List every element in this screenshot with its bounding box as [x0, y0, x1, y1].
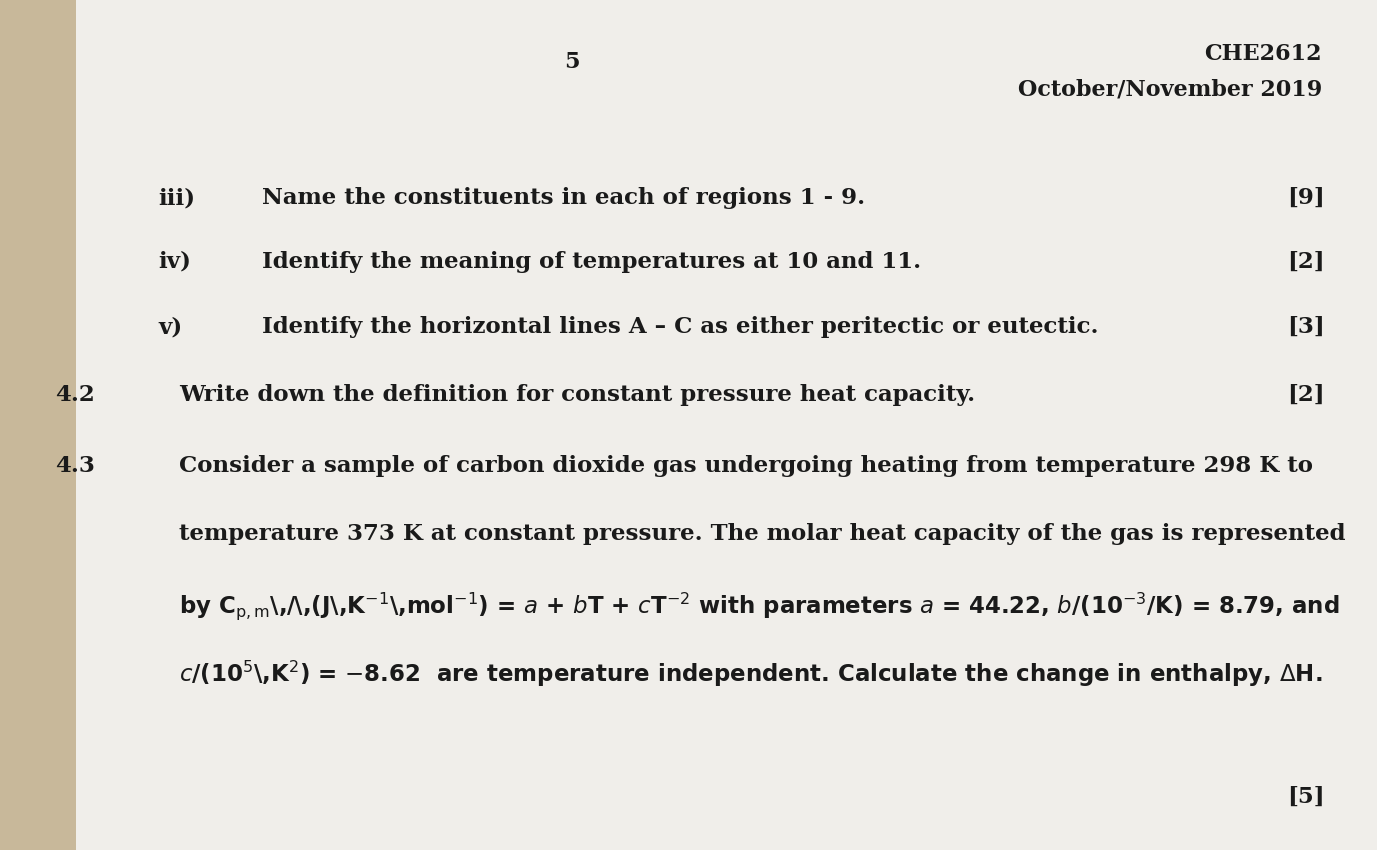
Text: v): v) [158, 316, 183, 338]
Text: October/November 2019: October/November 2019 [1018, 78, 1322, 100]
Text: [2]: [2] [1287, 251, 1325, 273]
Text: temperature 373 K at constant pressure. The molar heat capacity of the gas is re: temperature 373 K at constant pressure. … [179, 523, 1345, 545]
Text: [2]: [2] [1287, 384, 1325, 406]
Text: iii): iii) [158, 187, 196, 209]
Text: [3]: [3] [1287, 316, 1325, 338]
Text: 4.2: 4.2 [55, 384, 95, 406]
Text: CHE2612: CHE2612 [1205, 42, 1322, 65]
Text: [9]: [9] [1287, 187, 1325, 209]
Text: 5: 5 [563, 51, 580, 73]
Text: Write down the definition for constant pressure heat capacity.: Write down the definition for constant p… [179, 384, 975, 406]
Text: 4.3: 4.3 [55, 455, 95, 477]
Text: Consider a sample of carbon dioxide gas undergoing heating from temperature 298 : Consider a sample of carbon dioxide gas … [179, 455, 1314, 477]
FancyBboxPatch shape [76, 0, 1377, 850]
Text: Identify the horizontal lines A – C as either peritectic or eutectic.: Identify the horizontal lines A – C as e… [262, 316, 1097, 338]
Text: Identify the meaning of temperatures at 10 and 11.: Identify the meaning of temperatures at … [262, 251, 921, 273]
Text: Name the constituents in each of regions 1 - 9.: Name the constituents in each of regions… [262, 187, 865, 209]
Text: [5]: [5] [1287, 786, 1325, 808]
Text: $c$/(10$^{5}$\,K$^{2}$) = $-$8.62  are temperature independent. Calculate the ch: $c$/(10$^{5}$\,K$^{2}$) = $-$8.62 are te… [179, 659, 1322, 689]
Text: iv): iv) [158, 251, 191, 273]
Text: by C$_{\rm p,m}$\,/\,(J\,K$^{-1}$\,mol$^{-1}$) = $a$ + $b$T + $c$T$^{-2}$ with p: by C$_{\rm p,m}$\,/\,(J\,K$^{-1}$\,mol$^… [179, 591, 1340, 622]
